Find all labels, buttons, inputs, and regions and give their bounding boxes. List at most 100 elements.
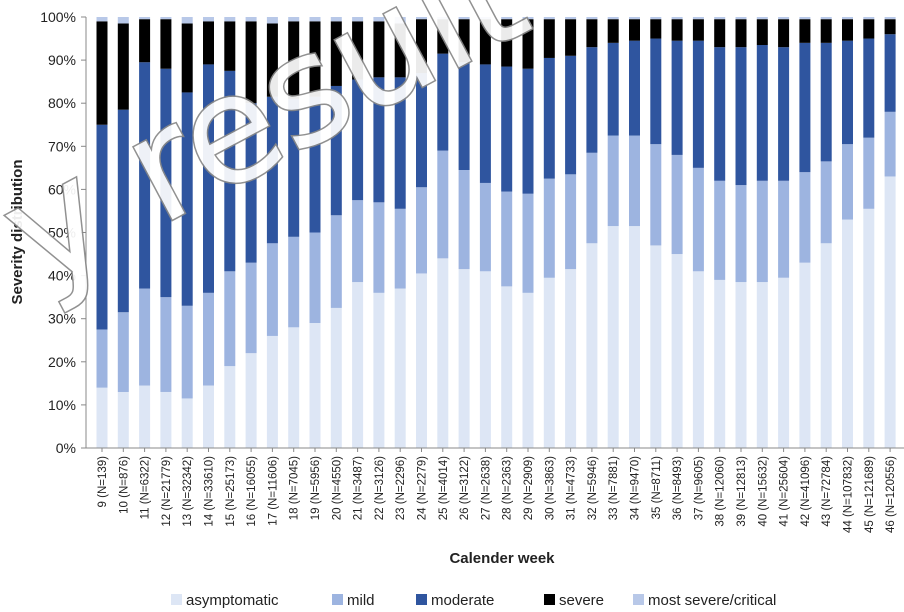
- bar-segment-severe-21: [543, 19, 555, 58]
- bar-segment-moderate-23: [586, 47, 598, 153]
- bar-segment-asymptomatic-13: [373, 292, 385, 448]
- bar-segment-moderate-20: [522, 68, 534, 194]
- bar-segment-severe-29: [714, 19, 726, 48]
- bar-segment-mild-36: [863, 137, 875, 209]
- bar-segment-asymptomatic-16: [437, 258, 449, 448]
- bar-segment-severe-17: [458, 19, 470, 63]
- y-tick-label: 100%: [40, 9, 76, 25]
- bar-segment-asymptomatic-19: [501, 286, 513, 449]
- bar-segment-mild-32: [778, 180, 790, 278]
- bar-segment-mild-9: [288, 236, 300, 328]
- bar-segment-moderate-29: [714, 47, 726, 181]
- bar-segment-moderate-31: [756, 45, 768, 181]
- x-tick-label: 18 (N=7045): [289, 456, 301, 520]
- x-tick-label: 20 (N=4550): [331, 456, 343, 520]
- bar-segment-mild-8: [266, 243, 278, 336]
- bar-segment-severe-8: [266, 23, 278, 97]
- bar-segment-most-severe-critical-22: [565, 17, 577, 20]
- x-tick-label: 19 (N=5956): [310, 456, 322, 520]
- bar-segment-asymptomatic-4: [181, 398, 193, 448]
- bar-segment-asymptomatic-7: [245, 353, 257, 448]
- legend: asymptomatic mild moderate severe most sever…: [171, 592, 776, 609]
- x-tick-label: 41 (N=25604): [779, 456, 791, 527]
- bar-segment-most-severe-critical-30: [735, 17, 747, 20]
- bar-segment-severe-13: [373, 21, 385, 78]
- bar-segment-severe-33: [799, 19, 811, 43]
- bar-segment-severe-11: [330, 21, 342, 86]
- x-tick-label: 31 (N=4733): [566, 456, 578, 520]
- x-tick-label: 44 (N=107832): [843, 456, 855, 533]
- bar-segment-asymptomatic-33: [799, 262, 811, 448]
- bar-segment-asymptomatic-25: [629, 226, 640, 448]
- bar-segment-most-severe-critical-31: [756, 17, 768, 20]
- bar-segment-asymptomatic-29: [714, 279, 726, 448]
- bar-segment-most-severe-critical-36: [863, 17, 875, 20]
- bar-segment-mild-17: [458, 170, 470, 270]
- bar-segment-moderate-32: [778, 47, 790, 181]
- bar-segment-most-severe-critical-12: [352, 17, 364, 22]
- bar-segment-mild-13: [373, 202, 385, 293]
- bar-segment-severe-7: [245, 21, 257, 104]
- legend-swatch-1: [332, 594, 343, 605]
- bar-segment-mild-15: [416, 187, 427, 274]
- bar-segment-mild-23: [586, 152, 598, 244]
- bar-segment-most-severe-critical-4: [181, 17, 193, 24]
- y-tick-label: 70%: [48, 138, 76, 154]
- x-tick-label: 35 (N=8711): [651, 456, 663, 520]
- y-tick-label: 30%: [48, 311, 76, 327]
- bar-segment-most-severe-critical-17: [458, 17, 470, 20]
- bar-segment-asymptomatic-10: [309, 323, 321, 448]
- x-tick-label: 22 (N=3126): [374, 456, 386, 520]
- bar-segment-mild-6: [224, 271, 236, 367]
- bar-segment-most-severe-critical-8: [266, 17, 278, 24]
- bar-segment-severe-6: [224, 21, 236, 71]
- bar-segment-asymptomatic-35: [842, 219, 853, 448]
- bar-segment-severe-37: [884, 19, 896, 35]
- x-tick-label: 37 (N=9605): [693, 456, 705, 520]
- y-tick-label: 50%: [48, 225, 76, 241]
- x-tick-label: 12 (N=21779): [161, 456, 173, 527]
- x-tick-label: 40 (N=15632): [757, 456, 769, 527]
- bar-segment-severe-3: [160, 19, 172, 69]
- x-tick-label: 29 (N=2909): [523, 456, 535, 520]
- bar-segment-moderate-12: [352, 79, 364, 201]
- bar-segment-most-severe-critical-27: [671, 17, 683, 20]
- bar-segment-most-severe-critical-16: [437, 17, 449, 20]
- x-tick-label: 32 (N=5946): [587, 456, 599, 520]
- bar-segment-asymptomatic-27: [671, 254, 683, 448]
- bar-segment-severe-34: [820, 19, 832, 43]
- x-tick-label: 46 (N=120556): [885, 456, 897, 533]
- bar-segment-severe-9: [288, 21, 300, 99]
- bar-segment-mild-22: [565, 174, 577, 270]
- bar-segment-severe-26: [650, 19, 662, 39]
- bar-segment-moderate-2: [139, 62, 151, 289]
- legend-swatch-4: [633, 594, 644, 605]
- bar-segment-mild-21: [543, 178, 555, 278]
- bar-segment-severe-15: [416, 19, 427, 74]
- bar-segment-severe-36: [863, 19, 875, 39]
- bar-segment-moderate-37: [884, 34, 896, 112]
- bar-segment-moderate-35: [842, 40, 853, 145]
- x-tick-label: 27 (N=2638): [480, 456, 492, 520]
- bar-segment-mild-26: [650, 144, 662, 246]
- bar-segment-most-severe-critical-6: [224, 17, 236, 22]
- bar-segment-moderate-18: [479, 64, 491, 183]
- bar-segment-mild-37: [884, 111, 896, 177]
- y-tick-label: 20%: [48, 354, 76, 370]
- bar-segment-mild-34: [820, 161, 832, 244]
- x-tick-label: 11 (N=6322): [140, 456, 152, 520]
- bar-segment-severe-20: [522, 19, 534, 69]
- bar-segment-most-severe-critical-23: [586, 17, 598, 20]
- bar-segment-most-severe-critical-28: [692, 17, 704, 20]
- bar-segment-most-severe-critical-2: [139, 17, 151, 20]
- bar-segment-severe-35: [842, 19, 853, 41]
- bar-segment-moderate-10: [309, 96, 321, 233]
- bar-segment-asymptomatic-6: [224, 366, 236, 448]
- bar-segment-asymptomatic-36: [863, 208, 875, 448]
- bar-segment-most-severe-critical-5: [203, 17, 214, 22]
- x-tick-label: 36 (N=8493): [672, 456, 684, 520]
- bar-segment-mild-10: [309, 232, 321, 324]
- bar-segment-severe-1: [117, 23, 129, 110]
- bar-segment-moderate-33: [799, 42, 811, 173]
- x-tick-label: 38 (N=12060): [715, 456, 727, 527]
